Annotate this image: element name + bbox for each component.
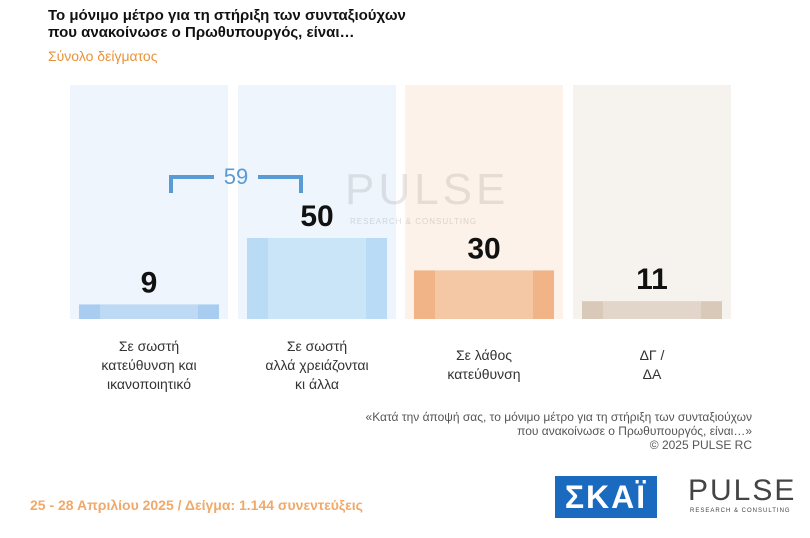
watermark: PULSE — [345, 165, 510, 214]
bar — [582, 301, 722, 319]
value-label: 50 — [300, 200, 333, 233]
bar — [247, 238, 387, 319]
chart-subtitle: Σύνολο δείγματος — [48, 48, 158, 64]
bracket-total: 59 — [224, 164, 248, 189]
value-label: 30 — [467, 232, 500, 265]
category-label: Σε λάθος κατεύθυνση — [447, 347, 521, 382]
bar-sheen — [603, 301, 701, 319]
logo-skai: ΣΚΑΪ — [555, 476, 657, 518]
category-label: Σε σωστή κατεύθυνση και ικανοποιητικό — [101, 337, 197, 392]
bar-sheen — [100, 304, 198, 319]
column-bg — [573, 85, 731, 319]
logo-pulse-sub: RESEARCH & CONSULTING — [690, 508, 791, 514]
category-label: ΔΓ / ΔΑ — [639, 347, 665, 382]
category-label: Σε σωστή αλλά χρειάζονται κι άλλα — [265, 337, 369, 392]
column-bg — [70, 85, 228, 319]
footnote: «Κατά την άποψή σας, το μόνιμο μέτρο για… — [365, 410, 752, 452]
bar-sheen — [435, 270, 533, 319]
watermark-sub: RESEARCH & CONSULTING — [350, 217, 478, 226]
value-label: 9 — [141, 266, 158, 299]
bar — [414, 270, 554, 319]
chart-title: Το μόνιμο μέτρο για τη στήριξη των συντα… — [48, 7, 406, 41]
bracket — [169, 175, 303, 193]
date-sample: 25 - 28 Απριλίου 2025 / Δείγμα: 1.144 συ… — [30, 497, 363, 513]
bar-sheen — [268, 238, 366, 319]
logo-pulse: PULSE — [688, 474, 797, 507]
value-label: 11 — [636, 263, 668, 296]
bar — [79, 304, 219, 319]
